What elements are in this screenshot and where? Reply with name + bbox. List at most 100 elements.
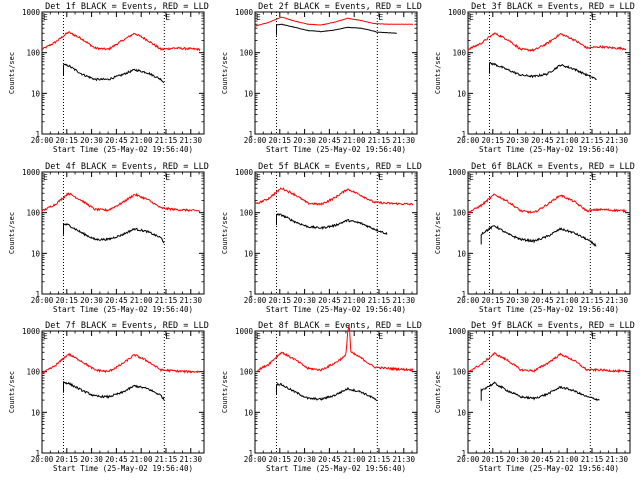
lld-series-line — [41, 192, 201, 213]
y-tick-label: 1 — [461, 290, 466, 299]
event-marker-label: E — [165, 13, 170, 22]
events-series-line — [276, 23, 397, 36]
x-tick-label: 20:45 — [105, 455, 128, 464]
chart-title: Det 9f BLACK = Events, RED = LLD — [471, 321, 635, 331]
x-tick-label: 20:15 — [269, 296, 292, 305]
x-axis-label: Start Time (25-May-02 19:56:40) — [53, 464, 193, 473]
x-tick-label: 20:15 — [482, 136, 505, 145]
x-tick-label: 21:15 — [368, 136, 391, 145]
y-axis-label: Counts/sec — [8, 52, 16, 94]
chart-panel: Det 8f BLACK = Events, RED = LLD 1 10 100 10… — [221, 321, 422, 473]
x-tick-label: 21:15 — [368, 455, 391, 464]
lld-series-line — [255, 16, 414, 27]
y-tick-label: 10 — [31, 249, 41, 258]
x-tick-label: 20:45 — [318, 296, 341, 305]
x-tick-label: 21:15 — [581, 455, 604, 464]
y-axis-label: Counts/sec — [221, 52, 229, 94]
event-marker-label: E — [469, 173, 474, 182]
y-axis-label: Counts/sec — [434, 371, 442, 413]
y-tick-label: 100 — [26, 209, 40, 218]
y-axis-label: Counts/sec — [8, 212, 16, 254]
event-marker-label: E — [43, 332, 48, 341]
y-tick-label: 100 — [452, 368, 466, 377]
x-tick-label: 20:45 — [318, 455, 341, 464]
y-tick-label: 100 — [239, 49, 253, 58]
x-tick-label: 20:15 — [269, 455, 292, 464]
x-tick-label: 21:00 — [556, 455, 579, 464]
events-series-line — [276, 213, 388, 235]
x-tick-label: 20:15 — [482, 455, 505, 464]
chart-title: Det 7f BLACK = Events, RED = LLD — [45, 321, 209, 331]
chart-panel: Det 2f BLACK = Events, RED = LLD 1 10 100 10… — [221, 2, 422, 154]
x-tick-label: 21:30 — [392, 136, 415, 145]
x-tick-label: 20:30 — [506, 296, 529, 305]
y-tick-label: 1 — [248, 130, 253, 139]
y-tick-label: 100 — [452, 209, 466, 218]
x-tick-label: 21:00 — [343, 455, 366, 464]
x-tick-label: 21:00 — [130, 136, 153, 145]
y-tick-label: 10 — [457, 408, 467, 417]
lld-series-line — [467, 32, 627, 52]
event-marker-label: E — [378, 173, 383, 182]
x-tick-label: 21:30 — [179, 136, 202, 145]
x-tick-label: 20:00 — [457, 296, 480, 305]
x-tick-label: 21:15 — [155, 136, 178, 145]
event-marker-label: E — [43, 13, 48, 22]
lld-series-line — [467, 193, 627, 214]
x-tick-label: 20:00 — [244, 455, 267, 464]
x-tick-label: 21:30 — [179, 296, 202, 305]
chart-panel: Det 6f BLACK = Events, RED = LLD 1 10 100 10… — [434, 162, 635, 314]
y-tick-label: 100 — [239, 368, 253, 377]
y-tick-label: 1000 — [22, 327, 41, 336]
event-marker-label: E — [378, 13, 383, 22]
y-tick-label: 1000 — [235, 168, 254, 177]
chart-panel: Det 7f BLACK = Events, RED = LLD 1 10 100 10… — [8, 321, 209, 473]
lld-series-line — [468, 351, 627, 374]
event-marker-label: E — [469, 13, 474, 22]
x-tick-label: 20:00 — [244, 296, 267, 305]
x-tick-label: 20:30 — [80, 455, 103, 464]
plot-frame — [254, 11, 418, 135]
y-tick-label: 1000 — [235, 8, 254, 17]
x-tick-label: 21:15 — [368, 296, 391, 305]
event-marker-label: E — [256, 332, 261, 341]
plot-frame — [41, 330, 205, 454]
x-tick-label: 20:45 — [531, 296, 554, 305]
x-tick-label: 20:30 — [506, 455, 529, 464]
y-tick-label: 1000 — [448, 168, 467, 177]
y-tick-label: 1000 — [448, 327, 467, 336]
y-tick-label: 100 — [452, 49, 466, 58]
y-tick-label: 1000 — [22, 8, 41, 17]
x-tick-label: 21:00 — [556, 296, 579, 305]
chart-panel: Det 4f BLACK = Events, RED = LLD 1 10 100 10… — [8, 162, 209, 314]
x-tick-label: 21:30 — [605, 455, 628, 464]
y-tick-label: 10 — [244, 408, 254, 417]
plot-frame — [41, 171, 205, 295]
y-tick-label: 1000 — [235, 327, 254, 336]
event-marker-label: E — [165, 173, 170, 182]
events-series-line — [276, 382, 378, 402]
chart-panel: Det 1f BLACK = Events, RED = LLD 1 10 100 10… — [8, 2, 209, 154]
plot-frame — [254, 171, 418, 295]
x-axis-label: Start Time (25-May-02 19:56:40) — [266, 145, 406, 154]
x-tick-label: 21:30 — [605, 296, 628, 305]
x-tick-label: 20:15 — [482, 296, 505, 305]
x-axis-label: Start Time (25-May-02 19:56:40) — [53, 305, 193, 314]
chart-panel: Det 3f BLACK = Events, RED = LLD 1 10 100 10… — [434, 2, 635, 154]
lld-series-line — [41, 31, 201, 52]
plot-frame — [467, 11, 631, 135]
plot-frame — [254, 330, 418, 454]
y-tick-label: 10 — [31, 89, 41, 98]
x-tick-label: 20:45 — [531, 136, 554, 145]
y-tick-label: 1 — [461, 130, 466, 139]
x-tick-label: 21:00 — [556, 136, 579, 145]
x-tick-label: 20:30 — [80, 296, 103, 305]
lld-series-line — [254, 187, 414, 206]
x-axis-label: Start Time (25-May-02 19:56:40) — [479, 305, 619, 314]
event-marker-label: E — [591, 173, 596, 182]
chart-title: Det 4f BLACK = Events, RED = LLD — [45, 162, 209, 172]
chart-panel: Det 9f BLACK = Events, RED = LLD 1 10 100 10… — [434, 321, 635, 473]
lld-series-line — [254, 325, 414, 373]
x-tick-label: 20:45 — [318, 136, 341, 145]
